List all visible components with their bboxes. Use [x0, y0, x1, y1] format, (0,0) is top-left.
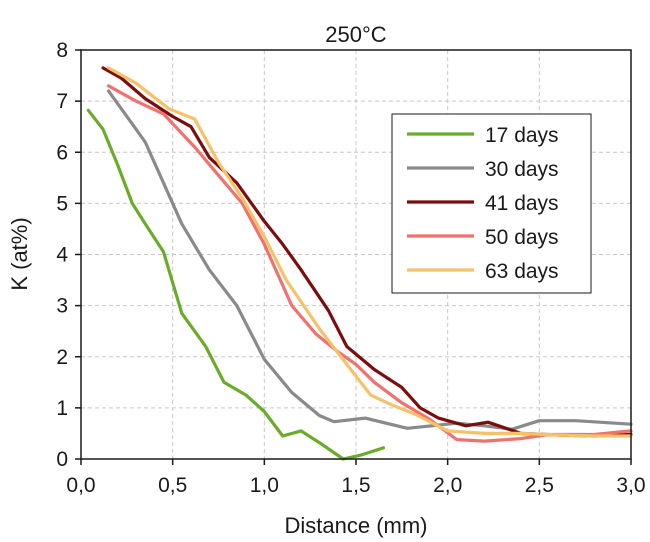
legend-label: 50 days	[485, 226, 559, 249]
series-line-5	[106, 66, 633, 438]
series-lines	[86, 66, 633, 461]
series-line-1	[86, 108, 386, 461]
y-tick-label: 4	[56, 244, 68, 267]
x-tick-label: 3,0	[616, 474, 645, 497]
y-tick-label: 5	[56, 192, 68, 215]
legend-label: 17 days	[485, 124, 559, 147]
chart-title: 250°C	[325, 22, 387, 47]
series-line-3	[101, 66, 633, 438]
legend: 17 days 30 days 41 days 50 days 63 days	[391, 113, 592, 294]
legend-label: 63 days	[485, 260, 559, 283]
y-tick-label: 1	[56, 397, 68, 420]
y-tick-label: 2	[56, 346, 68, 369]
legend-label: 30 days	[485, 158, 559, 181]
y-tick-label: 7	[56, 90, 68, 113]
axis-ticks: 0,0 0,5 1,0 1,5 2,0 2,5 3,0 0 1 2 3 4 5 6 7 8	[56, 39, 645, 497]
x-tick-label: 1,5	[341, 474, 370, 497]
y-tick-label: 8	[56, 39, 68, 62]
x-axis-label: Distance (mm)	[284, 513, 427, 538]
legend-label: 41 days	[485, 192, 559, 215]
series-line-4	[106, 84, 633, 443]
y-tick-label: 6	[56, 141, 68, 164]
y-axis-label: K (at%)	[7, 217, 32, 290]
y-tick-label: 0	[56, 448, 68, 471]
series-line-2	[106, 89, 633, 431]
x-tick-label: 0,5	[158, 474, 187, 497]
x-tick-label: 2,5	[525, 474, 554, 497]
x-tick-label: 1,0	[250, 474, 279, 497]
x-tick-label: 0,0	[66, 474, 95, 497]
x-tick-label: 2,0	[433, 474, 462, 497]
y-tick-label: 3	[56, 295, 68, 318]
